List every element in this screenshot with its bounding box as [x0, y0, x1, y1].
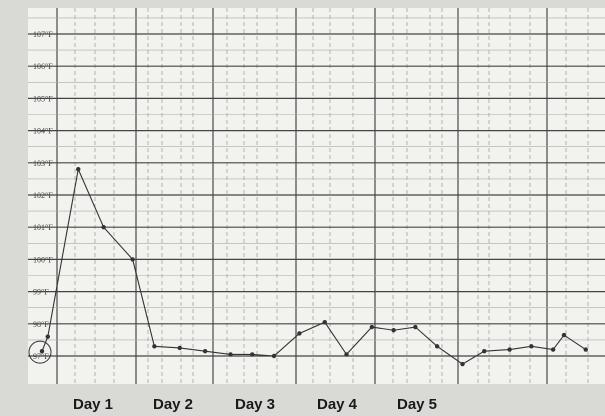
vertical-grid	[56, 8, 589, 384]
data-point	[271, 353, 277, 359]
data-point	[482, 348, 487, 354]
y-tick-label: 97°F	[33, 352, 49, 361]
y-tick-label: 105°F	[33, 94, 53, 103]
data-point	[583, 347, 588, 352]
data-point	[460, 361, 465, 367]
y-tick-label: 103°F	[33, 159, 53, 168]
y-tick-label: 101°F	[33, 223, 53, 232]
day-labels: Day 1 Day 2 Day 3 Day 4 Day 5	[73, 396, 437, 413]
y-tick-label: 106°F	[33, 62, 53, 71]
data-point	[152, 344, 157, 349]
data-point	[391, 328, 396, 333]
y-tick-label: 104°F	[33, 127, 53, 136]
data-point	[434, 344, 440, 349]
data-point	[228, 352, 233, 357]
y-tick-label: 107°F	[33, 30, 53, 39]
data-point	[344, 352, 349, 357]
data-point	[45, 334, 50, 339]
data-point	[250, 352, 255, 357]
data-point	[130, 257, 135, 262]
data-point	[297, 331, 302, 336]
circled-point-marker	[28, 340, 52, 364]
day-label: Day 2	[153, 396, 193, 413]
day-label: Day 1	[73, 396, 113, 413]
day-label: Day 4	[317, 396, 358, 413]
data-point	[101, 225, 106, 230]
day-label: Day 3	[235, 396, 275, 413]
y-tick-label: 99°F	[33, 288, 49, 297]
data-point	[550, 347, 556, 352]
data-point	[322, 319, 327, 325]
data-point	[39, 348, 45, 354]
data-point	[529, 344, 534, 349]
horizontal-grid	[28, 17, 605, 357]
data-point	[76, 167, 81, 172]
data-points	[28, 167, 588, 367]
y-tick-label: 100°F	[33, 255, 53, 264]
data-point	[177, 345, 182, 351]
day-label: Day 5	[397, 396, 437, 413]
y-tick-label: 102°F	[33, 191, 53, 200]
y-tick-label: 98°F	[33, 320, 49, 329]
data-point	[507, 347, 512, 352]
data-point	[369, 324, 375, 330]
data-point	[202, 348, 208, 354]
data-point	[413, 324, 418, 330]
y-axis-labels: 107°F 106°F 105°F 104°F 103°F 102°F 101°F 100°F…	[33, 30, 53, 361]
data-point	[561, 332, 567, 338]
grid-paper	[28, 8, 605, 384]
